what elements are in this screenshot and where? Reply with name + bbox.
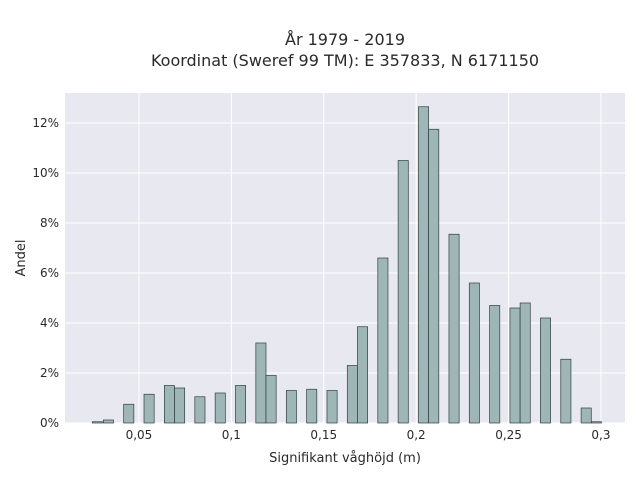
- x-tick-label: 0,2: [407, 428, 426, 442]
- bar: [540, 317, 551, 424]
- bar: [519, 302, 531, 424]
- grid-lines: [65, 93, 625, 424]
- bars: [91, 106, 602, 424]
- bar: [194, 396, 206, 424]
- bar: [428, 128, 440, 424]
- y-tick-label: 8%: [40, 216, 59, 230]
- plot-area: [65, 93, 625, 423]
- bar: [590, 421, 602, 424]
- bar: [102, 419, 114, 424]
- bar: [377, 257, 389, 424]
- bar: [255, 342, 267, 424]
- y-axis-label: Andel: [14, 240, 29, 277]
- bar: [285, 390, 297, 424]
- x-tick-label: 0,05: [126, 428, 153, 442]
- bar: [214, 392, 226, 424]
- bar: [174, 387, 186, 424]
- y-tick-labels: 0% 2% 4% 6% 8% 10% 12%: [32, 116, 59, 430]
- bar: [306, 388, 318, 424]
- x-tick-label: 0,15: [310, 428, 337, 442]
- bar: [91, 421, 103, 424]
- y-tick-label: 12%: [32, 116, 59, 130]
- x-axis-label: Signifikant våghöjd (m): [269, 451, 421, 466]
- bar: [580, 407, 592, 424]
- chart-title-line-2: Koordinat (Sweref 99 TM): E 357833, N 61…: [151, 51, 539, 70]
- bar: [560, 358, 572, 424]
- bar: [163, 385, 175, 424]
- y-tick-label: 0%: [40, 416, 59, 430]
- bar: [468, 282, 480, 424]
- x-tick-labels: 0,05 0,1 0,15 0,2 0,25 0,3: [126, 428, 611, 442]
- x-tick-label: 0,3: [591, 428, 610, 442]
- bar: [123, 403, 135, 424]
- bar: [265, 375, 277, 424]
- y-tick-label: 4%: [40, 316, 59, 330]
- bar: [418, 106, 429, 424]
- bar: [143, 393, 155, 424]
- y-tick-label: 2%: [40, 366, 59, 380]
- bar: [489, 305, 501, 424]
- y-tick-label: 6%: [40, 266, 59, 280]
- x-tick-label: 0,1: [222, 428, 241, 442]
- y-tick-label: 10%: [32, 166, 59, 180]
- x-tick-label: 0,25: [495, 428, 522, 442]
- bar: [448, 233, 460, 424]
- bar: [346, 365, 358, 424]
- bar: [326, 390, 338, 424]
- chart-title-line-1: År 1979 - 2019: [285, 30, 405, 49]
- bar: [509, 307, 521, 424]
- bar: [397, 160, 409, 424]
- bar: [357, 326, 368, 424]
- bar: [235, 385, 247, 424]
